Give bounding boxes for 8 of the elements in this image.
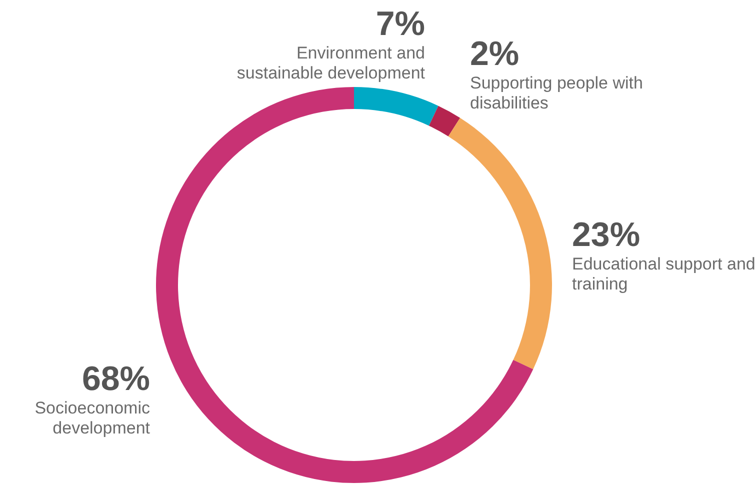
slice-label: Environment and sustainable development: [236, 44, 426, 82]
data-label: 2%: [470, 35, 520, 73]
data-label: 23%: [572, 216, 640, 254]
slice-label: Educational support and training: [572, 254, 756, 294]
data-label: 68%: [82, 360, 150, 398]
slice-label: Socioeconomic development: [34, 398, 150, 438]
slice-label: Supporting people with disabilities: [470, 74, 643, 112]
data-label: 7%: [376, 5, 425, 43]
